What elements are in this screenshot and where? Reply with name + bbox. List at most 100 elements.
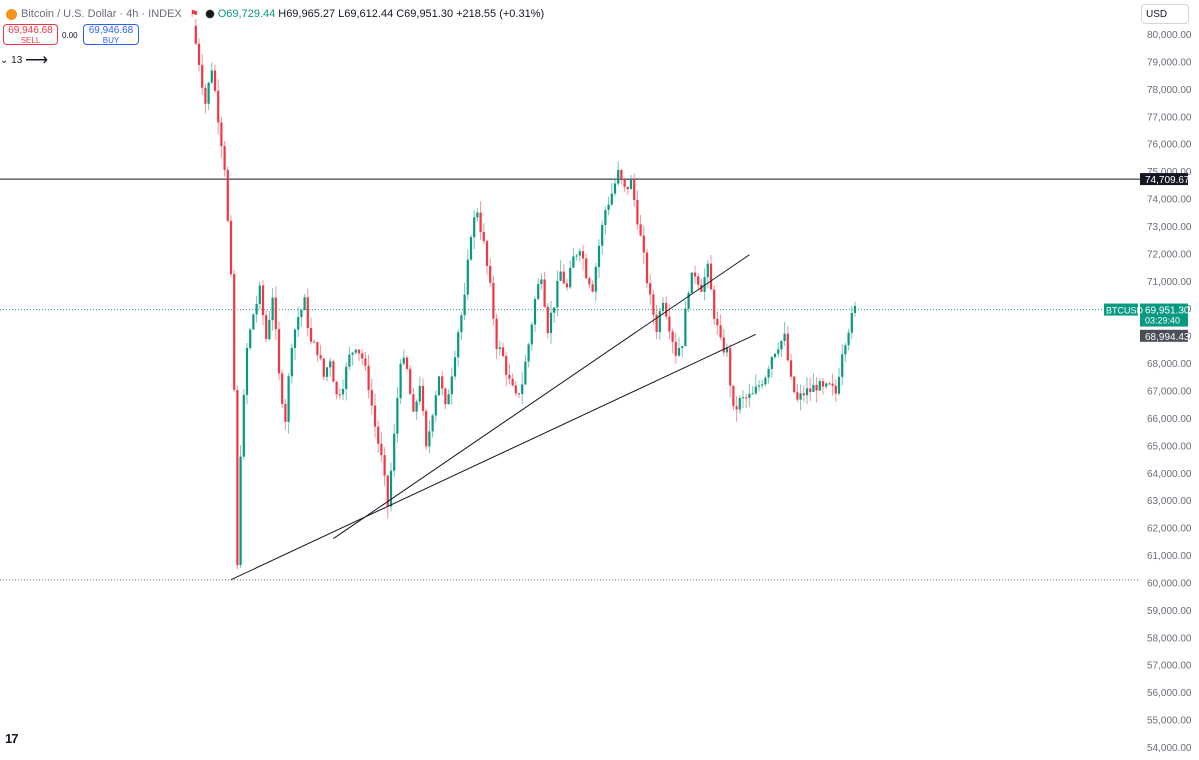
candle-body [661, 302, 665, 312]
indicator-toggle[interactable]: ⌄ 13 ⟶ [0, 50, 48, 70]
candle-body [601, 224, 604, 246]
candle-body [428, 431, 431, 447]
candle-body [306, 297, 309, 329]
candle-body [671, 331, 674, 342]
candle-body [415, 401, 418, 412]
candle-body [844, 345, 847, 355]
candle-body [521, 384, 524, 395]
chevron-down-icon[interactable]: ⌄ [0, 54, 9, 66]
candle-body [469, 237, 473, 260]
candle-body [370, 390, 373, 406]
candle-body [770, 357, 773, 370]
indicator-count: 13 [11, 54, 23, 66]
candle-body [345, 366, 348, 390]
y-tick-label: 65,000.00 [1147, 441, 1192, 452]
flag-icon[interactable]: ⚑ [189, 8, 199, 20]
candle-body [565, 283, 569, 288]
high-value: H69,965.27 [278, 8, 336, 20]
currency-select[interactable]: USD [1141, 4, 1189, 24]
candle-body [457, 332, 460, 358]
candle-body [738, 397, 741, 410]
candle-body [588, 278, 591, 285]
sell-button[interactable]: 69,946.68 SELL [3, 24, 58, 45]
candle-body [252, 314, 255, 330]
candle-body [444, 388, 447, 405]
candle-body [412, 394, 415, 412]
symbol-title[interactable]: Bitcoin / U.S. Dollar · 4h · INDEX [21, 8, 182, 20]
candle-body [578, 251, 581, 256]
candle-body [485, 241, 489, 266]
candle-body [409, 368, 412, 395]
candle-body [725, 348, 729, 353]
candle-body [559, 271, 562, 281]
candle-body [703, 277, 706, 292]
candle-body [341, 389, 345, 395]
candle-body [700, 284, 703, 292]
candle-body [479, 212, 482, 233]
candle-body [268, 320, 271, 340]
candle-body [453, 357, 457, 377]
y-tick-label: 54,000.00 [1147, 743, 1192, 754]
candle-body [572, 256, 575, 268]
candle-body [383, 455, 386, 476]
sell-label: SELL [20, 36, 41, 45]
candle-body [386, 475, 389, 507]
candle-body [732, 385, 735, 407]
candle-body [697, 276, 700, 285]
candle-body [418, 385, 421, 402]
candle-body [265, 315, 268, 340]
y-tick-label: 59,000.00 [1147, 606, 1192, 617]
candle-body [482, 232, 485, 242]
candle-body [425, 410, 428, 447]
candle-body [236, 389, 239, 566]
candle-body [290, 347, 293, 377]
candle-body [309, 328, 313, 342]
candle-body [799, 393, 802, 400]
market-status-icon [204, 9, 215, 19]
candle-body [297, 317, 300, 330]
candle-body [204, 87, 207, 104]
candle-body [633, 179, 636, 200]
candle-body [773, 353, 777, 358]
candle-body [367, 365, 370, 391]
y-tick-label: 62,000.00 [1147, 524, 1192, 535]
candle-body [610, 193, 613, 205]
candle-body [604, 209, 607, 225]
buy-button[interactable]: 69,946.68 BUY [83, 24, 139, 45]
candle-body [709, 263, 713, 290]
candle-body [274, 297, 277, 330]
candle-body [620, 170, 623, 179]
y-tick-label: 71,000.00 [1147, 277, 1192, 288]
y-tick-label: 73,000.00 [1147, 222, 1192, 233]
candle-body [546, 306, 549, 334]
candle-body [741, 397, 745, 399]
close-value: C69,951.30 [396, 8, 454, 20]
candle-body [293, 329, 297, 348]
candle-body [194, 25, 197, 44]
y-tick-label: 77,000.00 [1147, 112, 1192, 123]
candle-body [719, 325, 722, 338]
y-tick-label: 68,000.00 [1147, 359, 1192, 370]
arrow-right-icon: ⟶ [25, 52, 49, 69]
symbol-header: Bitcoin / U.S. Dollar · 4h · INDEX ⚑ O69… [0, 5, 544, 23]
candle-body [556, 280, 559, 308]
candle-body [514, 385, 517, 394]
candle-body [815, 384, 818, 391]
candle-body [517, 393, 521, 395]
candle-body [639, 224, 642, 236]
candle-body [351, 352, 354, 355]
candle-body [492, 282, 495, 319]
candle-body [764, 377, 767, 385]
candle-body [837, 376, 841, 394]
y-tick-label: 57,000.00 [1147, 661, 1192, 672]
candle-body [716, 318, 719, 326]
candle-body [549, 312, 553, 334]
candle-body [655, 314, 658, 332]
y-tick-label: 67,000.00 [1147, 387, 1192, 398]
trend-line [230, 333, 757, 581]
tradingview-logo-icon: 17 [5, 731, 19, 746]
y-tick-label: 74,000.00 [1147, 195, 1192, 206]
candle-body [613, 183, 617, 194]
candle-body [530, 324, 533, 345]
